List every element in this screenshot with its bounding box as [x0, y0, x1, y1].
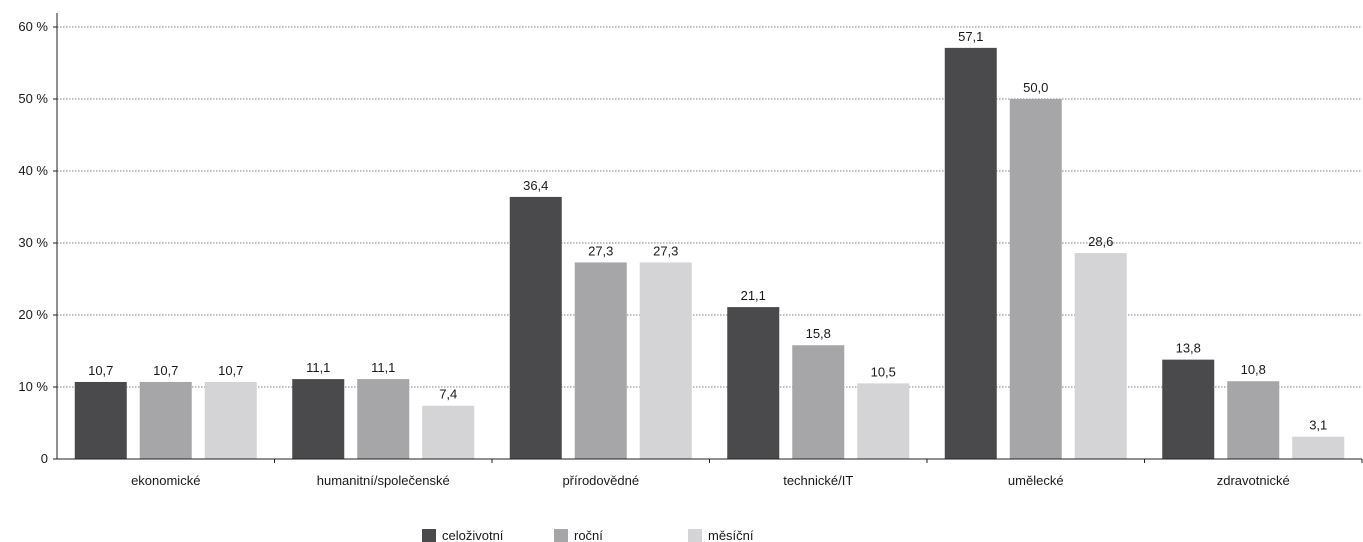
data-label: 15,8: [806, 326, 831, 341]
bar: [792, 345, 845, 459]
data-label: 7,4: [439, 387, 457, 402]
legend-label: měsíční: [708, 528, 754, 542]
data-label: 10,7: [218, 363, 243, 378]
data-label: 27,3: [653, 243, 678, 258]
bar: [574, 262, 627, 459]
y-tick-label: 60 %: [18, 19, 48, 34]
y-tick-label: 10 %: [18, 379, 48, 394]
data-label: 36,4: [523, 178, 548, 193]
y-tick-label: 50 %: [18, 91, 48, 106]
data-label: 10,7: [153, 363, 178, 378]
data-label: 13,8: [1176, 341, 1201, 356]
data-label: 28,6: [1088, 234, 1113, 249]
data-label: 10,7: [88, 363, 113, 378]
data-label: 10,5: [871, 364, 896, 379]
bar: [639, 262, 692, 459]
data-labels: 10,7 10,7 10,7 11,1 11,1 7,4 36,4 27,3 27,3 21,1 1…: [88, 29, 1327, 433]
y-tick-label: 40 %: [18, 163, 48, 178]
bar: [857, 383, 910, 459]
bar: [1162, 359, 1215, 459]
legend-swatch: [688, 529, 702, 542]
x-tick-label: umělecké: [1008, 473, 1064, 488]
bar: [1074, 253, 1127, 459]
bars: [74, 47, 1345, 460]
data-label: 3,1: [1309, 418, 1327, 433]
data-label: 57,1: [958, 29, 983, 44]
bar: [357, 379, 410, 459]
bar: [1227, 381, 1280, 459]
bar: [727, 307, 780, 459]
y-tick-label: 20 %: [18, 307, 48, 322]
legend-label: celoživotní: [442, 528, 504, 542]
x-tick-label: přírodovědné: [562, 473, 639, 488]
bar: [292, 379, 345, 459]
bar: [509, 196, 562, 460]
x-tick-label: humanitní/společenské: [317, 473, 450, 488]
x-tick-label: technické/IT: [783, 473, 853, 488]
bar: [944, 47, 997, 459]
x-axis: ekonomické humanitní/společenské přírodově…: [57, 458, 1363, 488]
y-tick-label: 30 %: [18, 235, 48, 250]
data-label: 50,0: [1023, 80, 1048, 95]
data-label: 21,1: [741, 288, 766, 303]
legend-swatch: [422, 529, 436, 542]
bar: [74, 381, 127, 459]
bar: [422, 405, 475, 459]
bar: [139, 381, 192, 459]
data-label: 11,1: [306, 360, 330, 375]
x-tick-label: zdravotnické: [1217, 473, 1290, 488]
legend: celoživotní roční měsíční: [422, 528, 754, 542]
data-label: 10,8: [1241, 362, 1266, 377]
bar: [1292, 436, 1345, 459]
x-tick-label: ekonomické: [131, 473, 200, 488]
data-label: 27,3: [588, 243, 613, 258]
gridlines: [57, 26, 1362, 388]
data-label: 11,1: [371, 360, 395, 375]
bar: [1009, 99, 1062, 459]
legend-swatch: [554, 529, 568, 542]
y-axis: 0 10 % 20 % 30 % 40 % 50 % 60 %: [18, 13, 58, 466]
legend-label: roční: [574, 528, 603, 542]
bar: [204, 381, 257, 459]
y-tick-label: 0: [41, 451, 48, 466]
